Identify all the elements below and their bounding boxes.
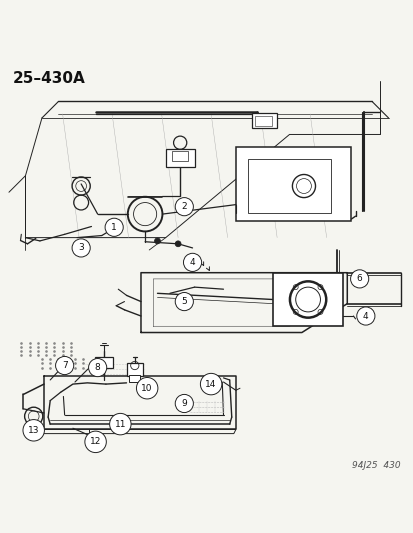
Text: 9: 9 <box>181 399 187 408</box>
Circle shape <box>350 270 368 288</box>
Bar <box>129 375 140 382</box>
Circle shape <box>105 218 123 236</box>
Circle shape <box>88 359 107 377</box>
Bar <box>248 159 330 213</box>
Bar <box>126 364 143 376</box>
Text: 6: 6 <box>356 274 362 284</box>
Bar <box>272 273 342 326</box>
Bar <box>235 147 351 221</box>
Text: 4: 4 <box>362 311 368 320</box>
Circle shape <box>72 239 90 257</box>
Text: 1: 1 <box>111 223 117 232</box>
Circle shape <box>175 394 193 413</box>
Circle shape <box>109 414 131 435</box>
Text: 2: 2 <box>181 202 187 211</box>
Circle shape <box>175 293 193 311</box>
Circle shape <box>23 419 44 441</box>
Circle shape <box>55 357 74 375</box>
Circle shape <box>136 377 157 399</box>
Text: 5: 5 <box>181 297 187 306</box>
Circle shape <box>200 373 221 395</box>
Text: 13: 13 <box>28 426 39 435</box>
Text: 10: 10 <box>141 384 152 393</box>
Text: 8: 8 <box>95 363 100 372</box>
Circle shape <box>154 238 160 244</box>
Text: 14: 14 <box>205 379 216 389</box>
Circle shape <box>175 241 180 247</box>
Bar <box>171 151 188 161</box>
Bar <box>252 112 276 128</box>
Text: 94J25  430: 94J25 430 <box>351 461 400 470</box>
Circle shape <box>85 431 106 453</box>
Bar <box>95 357 113 368</box>
Bar <box>165 149 194 167</box>
Text: 12: 12 <box>90 438 101 446</box>
Text: 7: 7 <box>62 361 67 370</box>
Bar <box>255 116 271 126</box>
Text: 11: 11 <box>114 419 126 429</box>
Text: 25–430A: 25–430A <box>13 70 85 85</box>
Text: 3: 3 <box>78 244 84 253</box>
Circle shape <box>183 253 201 271</box>
Circle shape <box>175 198 193 216</box>
Circle shape <box>356 307 374 325</box>
Text: 4: 4 <box>189 258 195 267</box>
